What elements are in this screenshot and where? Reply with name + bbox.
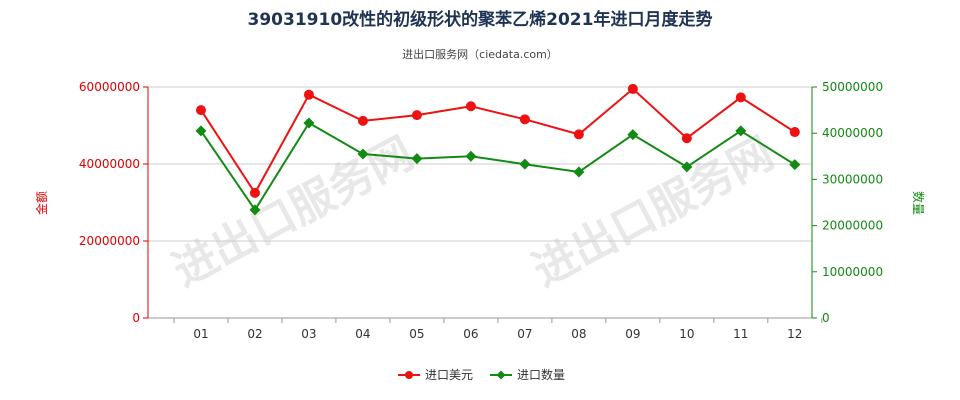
series-point-2: [195, 125, 207, 137]
y-right-label: 数量: [911, 191, 926, 215]
legend-label-1: 进口美元: [425, 368, 473, 382]
x-tick-label: 08: [571, 327, 586, 341]
series-point-1: [411, 110, 422, 121]
x-tick-label: 09: [625, 327, 640, 341]
grid-layer: [148, 86, 812, 242]
series-point-2: [519, 158, 531, 170]
x-tick-label: 04: [355, 327, 370, 341]
chart-title: 39031910改性的初级形状的聚苯乙烯2021年进口月度走势: [248, 9, 713, 30]
y-right-tick-label: 40000000: [822, 126, 883, 140]
series-point-2: [357, 148, 369, 160]
series-line-1: [200, 87, 796, 195]
series-point-2: [627, 129, 639, 141]
series-point-2: [411, 153, 423, 165]
series-point-1: [303, 89, 314, 100]
series-point-1: [573, 129, 584, 140]
series-point-2: [303, 117, 315, 129]
series-point-1: [249, 187, 260, 198]
series-point-2: [249, 204, 261, 216]
x-tick-label: 01: [193, 327, 208, 341]
watermark-text: 进出口服务网: [165, 128, 422, 297]
series-point-1: [681, 133, 692, 144]
x-tick-label: 07: [517, 327, 532, 341]
series-point-2: [681, 161, 693, 173]
y-left-tick-label: 0: [132, 311, 140, 325]
y-right-tick-label: 10000000: [822, 265, 883, 279]
chart-subtitle: 进出口服务网（ciedata.com）: [402, 47, 558, 61]
series-point-2: [735, 125, 747, 137]
series-point-1: [789, 127, 800, 138]
series-line-2: [200, 121, 796, 212]
series-point-1: [357, 115, 368, 126]
x-tick-label: 11: [733, 327, 748, 341]
legend-swatch-marker-1: [405, 371, 413, 379]
x-tick-label: 03: [301, 327, 316, 341]
series-point-1: [195, 105, 206, 116]
y-right-tick-label: 0: [822, 311, 830, 325]
series-point-2: [573, 166, 585, 178]
axis-layer: 0 20000000 40000000 60000000 0 10000000 200000…: [79, 80, 883, 341]
y-left-tick-label: 20000000: [79, 234, 140, 248]
series-point-2: [789, 159, 801, 171]
y-right-tick-label: 50000000: [822, 80, 883, 94]
x-tick-label: 05: [409, 327, 424, 341]
y-right-tick-label: 20000000: [822, 219, 883, 233]
watermark-text: 进出口服务网: [525, 128, 782, 297]
y-left-label: 金额: [34, 191, 49, 215]
series-point-1: [627, 83, 638, 94]
x-tick-label: 12: [787, 327, 802, 341]
series-point-1: [465, 101, 476, 112]
legend-label-2: 进口数量: [517, 367, 565, 382]
series-point-1: [735, 92, 746, 103]
y-left-tick-label: 60000000: [79, 80, 140, 94]
legend-swatch-marker-2: [496, 370, 506, 380]
series-point-1: [519, 114, 530, 125]
y-left-tick-label: 40000000: [79, 157, 140, 171]
x-tick-label: 06: [463, 327, 478, 341]
x-tick-label: 10: [679, 327, 694, 341]
x-tick-label: 02: [247, 327, 262, 341]
legend: 进口美元 进口数量: [398, 367, 565, 382]
series-layer: [195, 83, 801, 216]
series-point-2: [465, 150, 477, 162]
y-right-tick-label: 30000000: [822, 172, 883, 186]
